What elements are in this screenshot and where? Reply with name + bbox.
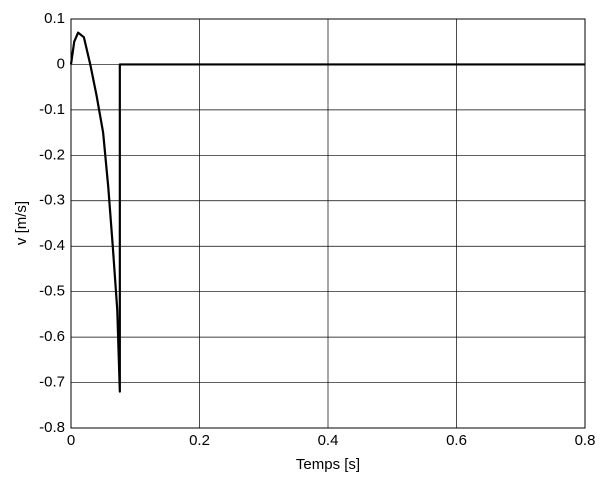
y-tick-label: -0.4	[39, 237, 65, 254]
y-tick-label: -0.7	[39, 374, 65, 391]
x-tick-label: 0	[67, 432, 75, 449]
y-tick-label: -0.5	[39, 283, 65, 300]
y-tick-label: -0.3	[39, 192, 65, 209]
x-tick-label: 0.6	[446, 432, 467, 449]
x-tick-label: 0.8	[575, 432, 596, 449]
y-tick-label: 0	[57, 55, 65, 72]
y-axis-label: v [m/s]	[13, 201, 30, 245]
y-tick-label: -0.2	[39, 146, 65, 163]
data-line	[69, 31, 585, 393]
x-tick-label: 0.4	[318, 432, 339, 449]
y-tick-label: -0.6	[39, 328, 65, 345]
y-tick-label: -0.8	[39, 419, 65, 436]
x-tick-label: 0.2	[189, 432, 210, 449]
x-axis-label: Temps [s]	[296, 456, 360, 473]
y-tick-label: 0.1	[44, 10, 65, 27]
y-tick-label: -0.1	[39, 101, 65, 118]
